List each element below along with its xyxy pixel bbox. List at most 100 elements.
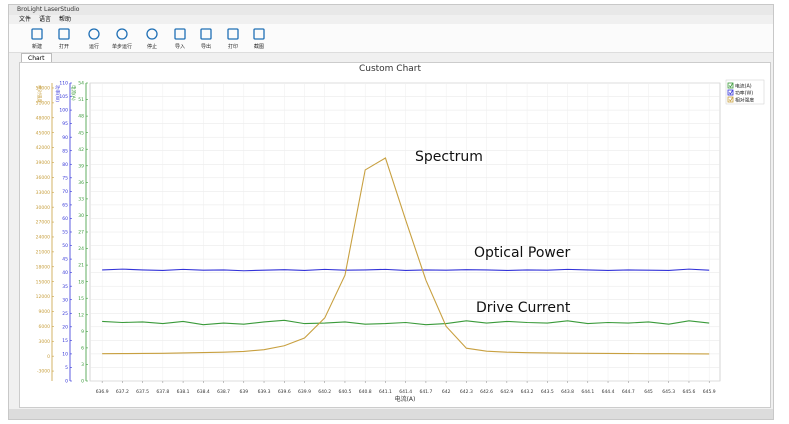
y-tick-label: 15000 xyxy=(36,279,50,285)
y-tick-label: 55 xyxy=(62,230,68,236)
y-tick-label: 48 xyxy=(78,114,84,120)
x-tick-label: 643.5 xyxy=(541,389,554,395)
y-tick-label: 60 xyxy=(62,216,68,222)
menu-item[interactable]: 语言 xyxy=(39,16,52,23)
y-tick-label: 51 xyxy=(78,97,84,103)
toolbar-icon xyxy=(200,28,212,40)
y-tick-label: 36 xyxy=(78,180,84,186)
y-tick-label: 15 xyxy=(62,338,68,344)
y-tick-label: 30000 xyxy=(36,205,50,211)
legend-check xyxy=(728,83,733,88)
toolbar-button[interactable]: 导出 xyxy=(191,27,221,50)
y-tick-label: 54000 xyxy=(36,86,50,92)
y-tick-label: 0 xyxy=(65,379,68,385)
y-tick-label: 95 xyxy=(62,121,68,127)
annotation: Optical Power xyxy=(474,245,570,261)
toolbar-label: 打开 xyxy=(58,44,69,50)
toolbar-icon xyxy=(253,28,265,40)
toolbar-label: 打印 xyxy=(227,44,238,50)
toolbar-label: 单步运行 xyxy=(111,44,132,50)
legend-label: 功率(W) xyxy=(735,89,753,96)
legend-label: 电流(A) xyxy=(735,82,752,89)
y-axis-title: 电流(A) xyxy=(70,85,77,101)
y-tick-label: 85 xyxy=(62,148,68,154)
x-tick-label: 640.5 xyxy=(339,389,352,395)
toolbar-button[interactable]: 导入 xyxy=(165,27,195,50)
y-tick-label: -3000 xyxy=(37,369,50,375)
toolbar-button[interactable]: 新建 xyxy=(22,27,52,50)
toolbar-button[interactable]: 截图 xyxy=(244,27,274,50)
x-tick-label: 636.9 xyxy=(96,389,109,395)
y-tick-label: 0 xyxy=(47,354,50,360)
x-tick-label: 642.6 xyxy=(480,389,493,395)
x-tick-label: 643.2 xyxy=(521,389,534,395)
menu-item[interactable]: 帮助 xyxy=(59,16,72,23)
y-tick-label: 35 xyxy=(62,284,68,290)
toolbar-label: 截图 xyxy=(253,44,264,50)
y-tick-label: 27000 xyxy=(36,220,50,226)
tab-bar: Chart xyxy=(19,53,769,63)
x-tick-label: 644.1 xyxy=(581,389,594,395)
x-tick-label: 639.3 xyxy=(258,389,271,395)
y-tick-label: 105 xyxy=(59,94,68,100)
y-axis-title: 功率(W) xyxy=(54,85,61,102)
y-tick-label: 36000 xyxy=(36,175,50,181)
menu-item[interactable]: 文件 xyxy=(19,16,32,23)
toolbar-button[interactable]: 打开 xyxy=(49,27,79,50)
x-tick-label: 639 xyxy=(239,389,248,395)
y-tick-label: 42 xyxy=(78,147,84,153)
toolbar-button[interactable]: 单步运行 xyxy=(107,27,137,50)
y-tick-label: 12 xyxy=(78,312,84,318)
x-tick-label: 637.2 xyxy=(116,389,129,395)
y-tick-label: 18000 xyxy=(36,264,50,270)
toolbar-label: 导出 xyxy=(200,44,211,50)
x-tick-label: 637.8 xyxy=(156,389,169,395)
annotation: Drive Current xyxy=(476,300,571,316)
y-tick-label: 51000 xyxy=(36,100,50,106)
y-tick-label: 3 xyxy=(81,362,84,368)
x-tick-label: 638.7 xyxy=(217,389,230,395)
toolbar-label: 新建 xyxy=(31,44,42,50)
legend-check xyxy=(728,97,733,102)
series-line xyxy=(102,157,710,355)
x-tick-label: 641.7 xyxy=(419,389,432,395)
y-tick-label: 25 xyxy=(62,311,68,317)
y-tick-label: 30 xyxy=(62,297,68,303)
y-tick-label: 24 xyxy=(78,246,84,252)
x-tick-label: 644.4 xyxy=(602,389,615,395)
y-tick-label: 80 xyxy=(62,162,68,168)
title-bar: BroLight LaserStudio xyxy=(9,5,773,15)
y-tick-label: 6 xyxy=(81,345,84,351)
y-tick-label: 21000 xyxy=(36,249,50,255)
toolbar-icon xyxy=(88,28,100,40)
x-tick-label: 642.3 xyxy=(460,389,473,395)
x-tick-label: 640.2 xyxy=(318,389,331,395)
x-tick-label: 644.7 xyxy=(622,389,635,395)
x-tick-label: 641.1 xyxy=(379,389,392,395)
y-tick-label: 50 xyxy=(62,243,68,249)
chart: Custom Chart 相对强度-3000030006000900012000… xyxy=(36,64,765,402)
y-tick-label: 6000 xyxy=(39,324,51,330)
y-tick-label: 10 xyxy=(62,352,68,358)
x-tick-label: 643.8 xyxy=(561,389,574,395)
x-axis-title: 电流(A) xyxy=(395,395,416,402)
legend-checkbox xyxy=(727,82,734,89)
legend-label: 相对强度 xyxy=(735,96,754,103)
y-tick-label: 48000 xyxy=(36,115,50,121)
series-line xyxy=(102,268,710,272)
toolbar-button[interactable]: 运行 xyxy=(79,27,109,50)
y-tick-label: 39 xyxy=(78,163,84,169)
toolbar-button[interactable]: 停止 xyxy=(137,27,167,50)
tab[interactable]: Chart xyxy=(21,53,52,63)
y-tick-label: 40 xyxy=(62,270,68,276)
chart-panel xyxy=(19,62,771,408)
x-tick-label: 637.5 xyxy=(136,389,149,395)
y-tick-label: 15 xyxy=(78,296,84,302)
y-tick-label: 18 xyxy=(78,279,84,285)
toolbar-button[interactable]: 打印 xyxy=(218,27,248,50)
y-tick-label: 5 xyxy=(65,365,68,371)
y-tick-label: 24000 xyxy=(36,235,50,241)
y-tick-label: 70 xyxy=(62,189,68,195)
y-tick-label: 39000 xyxy=(36,160,50,166)
x-tick-label: 640.8 xyxy=(359,389,372,395)
